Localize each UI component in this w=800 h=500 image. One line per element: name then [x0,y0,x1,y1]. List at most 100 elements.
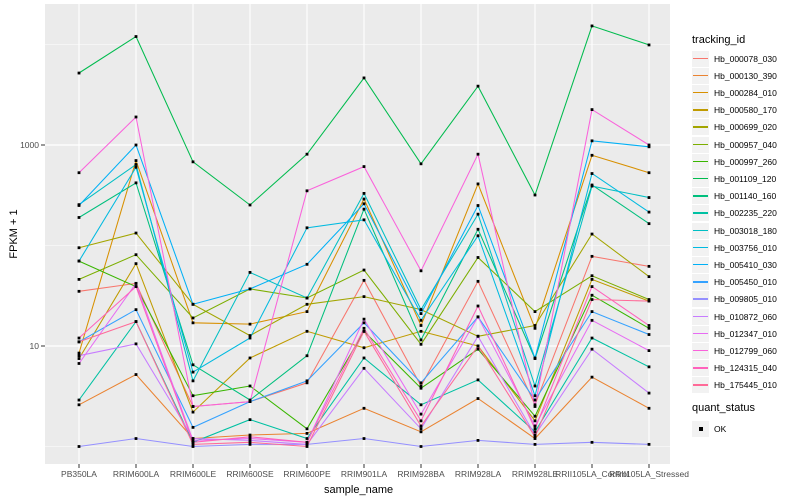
legend-entry-Hb_012347_010: Hb_012347_010 [692,325,777,342]
data-point [248,322,252,326]
data-point [419,162,423,166]
data-point [590,336,594,340]
legend-entry-Hb_003756_010: Hb_003756_010 [692,239,777,256]
legend-key-line-icon [692,377,709,394]
legend-key-line-icon [692,239,709,256]
data-point [647,264,651,268]
data-point [134,373,138,376]
legend-entry-label: Hb_175445_010 [714,380,777,391]
data-point [362,202,366,206]
data-point [647,210,651,214]
legend-entry-Hb_009805_010: Hb_009805_010 [692,291,777,308]
legend-key-line-icon [692,308,709,325]
data-point [248,287,252,291]
data-point [647,299,651,303]
data-point [191,445,195,448]
legend-entry-Hb_002235_220: Hb_002235_220 [692,205,777,222]
data-point [476,315,480,319]
data-point [533,403,537,407]
data-point [77,351,81,355]
data-point [191,442,195,446]
data-point [590,285,594,288]
data-point [419,403,423,407]
data-point [134,231,138,235]
legend-title-quant-status: quant_status [692,402,755,414]
x-tick-label: RRII105LA_Stressed [609,469,689,479]
legend-entry-Hb_001109_120: Hb_001109_120 [692,170,776,187]
data-point [533,405,537,408]
data-point [419,412,423,416]
data-point [305,354,309,358]
legend-entry-Hb_175445_010: Hb_175445_010 [692,377,777,394]
legend-entry-label: Hb_002235_220 [714,208,777,219]
legend-color-line [693,281,708,283]
legend-key-line-icon [692,170,709,187]
data-point [248,438,252,442]
legend-entry-Hb_000580_170: Hb_000580_170 [692,102,777,119]
legend-color-line [693,74,708,77]
data-point [590,153,594,157]
data-point [590,172,594,175]
data-point [77,171,81,175]
data-point [134,342,138,346]
legend-entry-quant-ok: OK [692,420,726,437]
legend-entry-label: Hb_000078_030 [714,53,777,64]
data-point [590,108,594,112]
data-point [305,427,309,431]
legend-entry-label: Hb_000130_390 [714,70,777,81]
data-point [305,445,309,448]
data-point [533,419,537,423]
legend-entry-label: Hb_000957_040 [714,139,777,150]
data-point [647,324,651,327]
data-point [419,445,423,448]
legend-key-line-icon [692,188,709,205]
data-point [647,196,651,199]
data-point [77,403,81,407]
legend-color-line [693,349,708,352]
legend-entry-Hb_000130_390: Hb_000130_390 [692,67,777,84]
data-point [647,365,651,369]
data-point [533,442,537,446]
data-point [590,277,594,281]
data-point [533,324,537,327]
data-point [533,394,537,398]
data-point [362,268,366,272]
data-point [533,384,537,388]
x-axis-title: sample_name [324,484,394,496]
data-point [362,346,366,350]
data-point [134,285,138,288]
data-point [134,165,138,169]
legend-entry-label: Hb_003018_180 [714,225,777,236]
data-point [248,435,252,439]
data-point [134,35,138,38]
legend-entry-label: Hb_005450_010 [714,277,777,288]
legend-entry-label: Hb_001140_160 [714,191,777,202]
legend-color-line [693,229,708,232]
data-point [476,227,480,231]
data-point [77,336,81,340]
data-point [248,334,252,337]
data-point [533,310,537,313]
legend-entry-Hb_005410_030: Hb_005410_030 [692,256,777,273]
quant-status-label: OK [714,423,727,434]
data-point [476,378,480,382]
data-point [77,362,81,365]
data-point [305,381,309,385]
legend-key-line-icon [692,222,709,239]
x-tick-label: RRIM600LA [112,469,160,479]
data-point [476,212,480,216]
data-point [647,391,651,395]
data-point [419,427,423,431]
legend-entry-Hb_003018_180: Hb_003018_180 [692,222,777,239]
data-point [248,398,252,402]
legend-entry-Hb_001140_160: Hb_001140_160 [692,188,776,205]
data-point [305,310,309,313]
data-point [248,418,252,422]
data-point [134,253,138,257]
data-point [305,329,309,333]
legend-entry-label: Hb_000997_260 [714,156,777,167]
legend-key-point-icon [692,420,709,437]
legend-color-line [693,126,708,128]
legend-key-line-icon [692,205,709,222]
